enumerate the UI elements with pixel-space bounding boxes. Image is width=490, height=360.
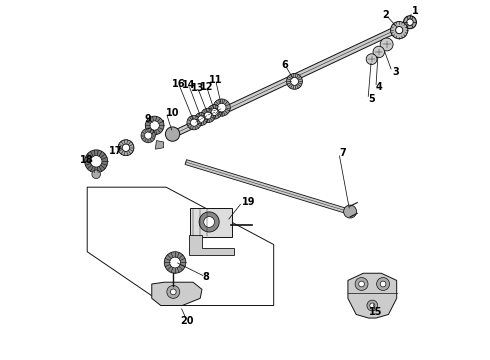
- Circle shape: [146, 116, 164, 135]
- Circle shape: [211, 108, 218, 116]
- Circle shape: [287, 73, 302, 89]
- Circle shape: [359, 281, 365, 287]
- Text: 3: 3: [392, 67, 399, 77]
- Circle shape: [199, 212, 219, 232]
- Circle shape: [171, 289, 176, 295]
- Circle shape: [198, 116, 204, 122]
- Circle shape: [343, 205, 357, 218]
- Circle shape: [85, 150, 108, 173]
- Polygon shape: [170, 21, 410, 138]
- Circle shape: [191, 119, 197, 126]
- Circle shape: [118, 140, 134, 156]
- Circle shape: [218, 103, 226, 112]
- Circle shape: [403, 16, 416, 29]
- Text: 16: 16: [172, 79, 185, 89]
- Circle shape: [380, 38, 393, 51]
- Text: 11: 11: [209, 75, 222, 85]
- Polygon shape: [155, 119, 164, 128]
- Circle shape: [407, 19, 413, 26]
- Circle shape: [377, 278, 390, 291]
- Circle shape: [187, 116, 201, 130]
- Circle shape: [118, 140, 134, 156]
- Text: 20: 20: [180, 316, 194, 325]
- Text: 6: 6: [282, 60, 289, 70]
- Circle shape: [164, 252, 186, 273]
- Text: 15: 15: [369, 307, 383, 317]
- Circle shape: [204, 217, 215, 227]
- Circle shape: [380, 281, 386, 287]
- Polygon shape: [190, 235, 234, 255]
- FancyBboxPatch shape: [190, 208, 232, 237]
- Circle shape: [207, 105, 221, 119]
- Text: 8: 8: [202, 272, 209, 282]
- Circle shape: [395, 27, 403, 34]
- Circle shape: [145, 132, 152, 139]
- Circle shape: [91, 156, 102, 167]
- Polygon shape: [185, 160, 351, 215]
- Text: 4: 4: [376, 82, 383, 93]
- Text: 1: 1: [412, 6, 418, 17]
- Circle shape: [170, 257, 180, 268]
- Circle shape: [291, 77, 298, 85]
- Text: 7: 7: [339, 148, 346, 158]
- Circle shape: [122, 144, 129, 151]
- Text: 19: 19: [242, 197, 256, 207]
- Circle shape: [195, 113, 208, 126]
- Circle shape: [213, 99, 230, 116]
- Text: 9: 9: [145, 114, 151, 124]
- Text: 14: 14: [182, 80, 196, 90]
- Text: 10: 10: [166, 108, 180, 118]
- Circle shape: [366, 54, 377, 64]
- Text: 5: 5: [368, 94, 375, 104]
- Circle shape: [150, 121, 159, 130]
- Circle shape: [391, 22, 408, 39]
- Text: 12: 12: [200, 82, 213, 92]
- Polygon shape: [348, 273, 397, 318]
- Circle shape: [92, 170, 100, 179]
- Circle shape: [204, 112, 212, 119]
- Polygon shape: [155, 140, 164, 149]
- Polygon shape: [152, 282, 202, 306]
- Circle shape: [201, 108, 215, 123]
- Circle shape: [373, 46, 385, 58]
- Circle shape: [355, 278, 368, 291]
- Circle shape: [122, 144, 129, 151]
- Circle shape: [166, 127, 180, 141]
- Circle shape: [367, 300, 378, 311]
- Text: 2: 2: [383, 10, 390, 20]
- Circle shape: [370, 303, 375, 308]
- Text: 17: 17: [109, 146, 122, 156]
- Text: 18: 18: [80, 155, 93, 165]
- Circle shape: [141, 129, 155, 143]
- Circle shape: [167, 285, 180, 298]
- Text: 13: 13: [191, 83, 204, 93]
